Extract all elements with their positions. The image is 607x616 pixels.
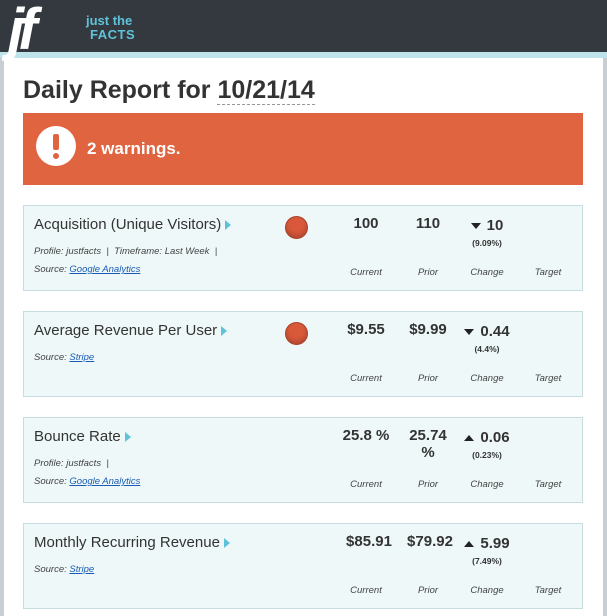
current-value: $9.55: [347, 321, 385, 338]
column-label-current: Current: [350, 585, 382, 596]
metric-name: Acquisition (Unique Visitors): [34, 216, 222, 233]
column-label-change: Change: [470, 479, 504, 490]
exclamation-icon: [36, 126, 76, 166]
metric-name: Average Revenue Per User: [34, 322, 218, 339]
current-value: 25.8 %: [342, 427, 390, 444]
change-value: 0.06: [480, 429, 510, 446]
column-label-change: Change: [470, 373, 504, 384]
source-link[interactable]: Stripe: [69, 352, 95, 363]
metric-source-line: Source: Google Analytics: [34, 264, 140, 275]
change-percent: (9.09%): [472, 238, 502, 248]
column-label-prior: Prior: [417, 373, 439, 384]
triangle-up-icon: [464, 435, 475, 442]
metric-name-link[interactable]: Monthly Recurring Revenue: [34, 534, 230, 551]
profile-value: justfacts: [66, 458, 102, 469]
timeframe-value: Last Week: [164, 246, 210, 257]
source-link[interactable]: Google Analytics: [69, 264, 141, 275]
chevron-right-icon: [221, 326, 228, 337]
change-percent: (4.4%): [474, 344, 500, 354]
logo-text-line2: FACTS: [90, 27, 136, 42]
logo-text-line1: just the: [86, 13, 133, 28]
column-label-prior: Prior: [417, 267, 439, 278]
column-label-target: Target: [534, 585, 562, 596]
page-title-prefix: Daily Report for: [23, 76, 211, 104]
column-label-target: Target: [534, 373, 562, 384]
source-label: Source:: [34, 352, 67, 363]
metric-name-link[interactable]: Acquisition (Unique Visitors): [34, 216, 232, 233]
metric-source-line: Source: Stripe: [34, 564, 94, 575]
column-label-change: Change: [470, 267, 504, 278]
metric-source-line: Source: Google Analytics: [34, 476, 140, 487]
warning-banner[interactable]: 2 warnings.: [23, 113, 583, 185]
source-link[interactable]: Google Analytics: [69, 476, 141, 487]
source-link[interactable]: Stripe: [69, 564, 95, 575]
prior-value: $9.99: [409, 321, 447, 338]
metric-name: Bounce Rate: [34, 428, 121, 445]
change-percent: (0.23%): [472, 450, 502, 460]
prior-value: 25.74 %: [409, 427, 447, 461]
metric-card-bounce-rate: Bounce Rate Profile: justfacts | Source:…: [23, 417, 583, 503]
top-bar-accent: [0, 52, 607, 58]
column-label-prior: Prior: [417, 585, 439, 596]
status-warning-icon: [285, 322, 308, 345]
metric-card-acquisition: Acquisition (Unique Visitors) Profile: j…: [23, 205, 583, 291]
metric-card-mrr: Monthly Recurring Revenue Source: Stripe…: [23, 523, 583, 609]
change-value-wrap: 10: [454, 217, 520, 234]
source-label: Source:: [34, 564, 67, 575]
chevron-right-icon: [225, 220, 232, 231]
warning-text: 2 warnings.: [87, 139, 181, 158]
column-label-target: Target: [534, 479, 562, 490]
profile-label: Profile:: [34, 246, 64, 257]
metric-profile-line: Profile: justfacts | Timeframe: Last Wee…: [34, 246, 218, 257]
report-date[interactable]: 10/21/14: [217, 76, 315, 105]
prior-value: 110: [415, 215, 441, 232]
status-warning-icon: [285, 216, 308, 239]
change-value: 0.44: [480, 323, 510, 340]
chevron-right-icon: [223, 538, 230, 549]
change-value-wrap: 5.99: [454, 535, 520, 552]
metric-name-link[interactable]: Average Revenue Per User: [34, 322, 228, 339]
top-bar: [0, 0, 607, 52]
change-value: 5.99: [480, 535, 510, 552]
source-label: Source:: [34, 264, 67, 275]
current-value: $85.91: [346, 533, 392, 550]
column-label-current: Current: [350, 479, 382, 490]
timeframe-label: Timeframe:: [114, 246, 163, 257]
column-label-prior: Prior: [417, 479, 439, 490]
triangle-down-icon: [464, 329, 475, 336]
triangle-up-icon: [464, 541, 475, 548]
column-label-current: Current: [350, 373, 382, 384]
change-value: 10: [486, 217, 504, 234]
page-title: Daily Report for 10/21/14: [23, 76, 315, 105]
change-value-wrap: 0.44: [454, 323, 520, 340]
profile-label: Profile:: [34, 458, 64, 469]
prior-value: $79.92: [407, 533, 453, 550]
change-value-wrap: 0.06: [454, 429, 520, 446]
metric-profile-line: Profile: justfacts |: [34, 458, 109, 469]
metric-name-link[interactable]: Bounce Rate: [34, 428, 131, 445]
profile-value: justfacts: [66, 246, 102, 257]
metric-card-arpu: Average Revenue Per User Source: Stripe …: [23, 311, 583, 397]
current-value: 100: [353, 215, 379, 232]
triangle-down-icon: [470, 223, 481, 230]
metric-name: Monthly Recurring Revenue: [34, 534, 220, 551]
column-label-current: Current: [350, 267, 382, 278]
chevron-right-icon: [124, 432, 131, 443]
column-label-change: Change: [470, 585, 504, 596]
source-label: Source:: [34, 476, 67, 487]
change-percent: (7.49%): [472, 556, 502, 566]
logo[interactable]: jf just the FACTS: [8, 0, 138, 62]
column-label-target: Target: [534, 267, 562, 278]
metric-source-line: Source: Stripe: [34, 352, 94, 363]
logo-mark: jf: [8, 0, 38, 62]
